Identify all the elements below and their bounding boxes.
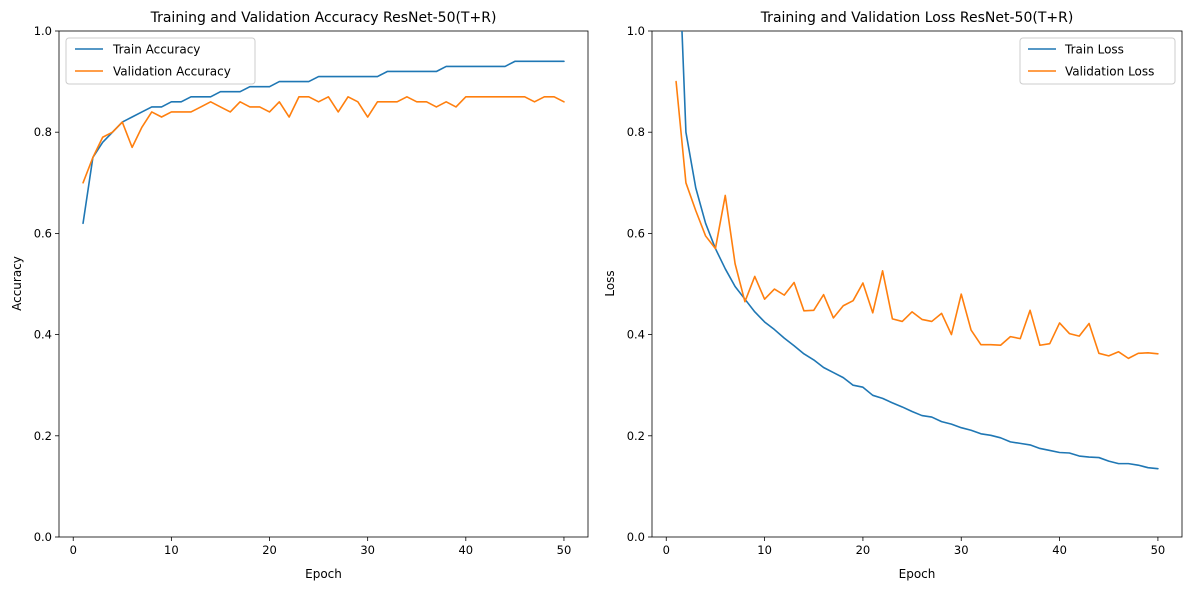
accuracy-chart-title: Training and Validation Accuracy ResNet-…: [150, 10, 497, 26]
train-loss-legend-label: Train Loss: [1064, 43, 1124, 57]
accuracy-x-tick-label: 40: [458, 543, 473, 557]
loss-chart-series: [675, 31, 1159, 470]
loss-x-tick-label: 30: [954, 543, 969, 557]
accuracy-legend-frame: [65, 37, 256, 85]
accuracy-chart-series: [82, 60, 565, 225]
loss-chart-legend: Train Loss Validation Loss: [1019, 37, 1176, 85]
loss-x-tick-label: 40: [1052, 543, 1067, 557]
validation-accuracy-legend-label: Validation Accuracy: [113, 65, 231, 79]
train-accuracy-legend-label: Train Accuracy: [112, 43, 200, 57]
accuracy-x-tick-label: 10: [164, 543, 179, 557]
loss-chart-ylabel: Loss: [603, 270, 617, 296]
accuracy-chart-ticks: 0 10 20 30 40 50 0.0 0.2 0.4 0.6 0.8 1.0: [34, 24, 572, 557]
loss-x-tick-label: 20: [856, 543, 871, 557]
accuracy-x-tick-label: 20: [262, 543, 277, 557]
accuracy-chart-ylabel: Accuracy: [10, 256, 24, 311]
accuracy-chart-legend: Train Accuracy Validation Accuracy: [65, 37, 256, 85]
accuracy-y-tick-label: 0.6: [34, 226, 52, 240]
accuracy-y-tick-label: 0.2: [34, 429, 52, 443]
loss-y-tick-label: 1.0: [627, 24, 645, 38]
accuracy-x-tick-label: 50: [557, 543, 572, 557]
validation-accuracy-line: [82, 95, 565, 184]
train-loss-line: [681, 31, 1159, 470]
loss-chart-ticks: 0 10 20 30 40 50 0.0 0.2 0.4 0.6 0.8 1.0: [627, 24, 1166, 557]
loss-y-tick-label: 0.6: [627, 226, 645, 240]
accuracy-y-tick-label: 0.8: [34, 125, 52, 139]
loss-legend-frame: [1019, 37, 1176, 85]
loss-chart-plot-area: [651, 30, 1183, 538]
loss-y-tick-label: 0.2: [627, 429, 645, 443]
loss-y-tick-label: 0.8: [627, 125, 645, 139]
loss-chart-xlabel: Epoch: [899, 567, 936, 581]
accuracy-x-tick-label: 30: [360, 543, 375, 557]
accuracy-chart: Training and Validation Accuracy ResNet-…: [10, 10, 589, 581]
accuracy-y-tick-label: 0.4: [34, 328, 52, 342]
accuracy-chart-plot-area: [58, 30, 589, 538]
loss-chart-title: Training and Validation Loss ResNet-50(T…: [760, 10, 1074, 26]
validation-loss-line: [675, 80, 1159, 360]
loss-x-tick-label: 50: [1151, 543, 1166, 557]
train-accuracy-line: [82, 60, 565, 225]
loss-y-tick-label: 0.4: [627, 328, 645, 342]
loss-chart: Training and Validation Loss ResNet-50(T…: [603, 10, 1183, 581]
loss-y-tick-label: 0.0: [627, 530, 645, 544]
loss-x-tick-label: 0: [663, 543, 670, 557]
accuracy-y-tick-label: 0.0: [34, 530, 52, 544]
accuracy-y-tick-label: 1.0: [34, 24, 52, 38]
validation-loss-legend-label: Validation Loss: [1065, 65, 1154, 79]
loss-x-tick-label: 10: [757, 543, 772, 557]
accuracy-x-tick-label: 0: [70, 543, 77, 557]
accuracy-chart-xlabel: Epoch: [305, 567, 342, 581]
